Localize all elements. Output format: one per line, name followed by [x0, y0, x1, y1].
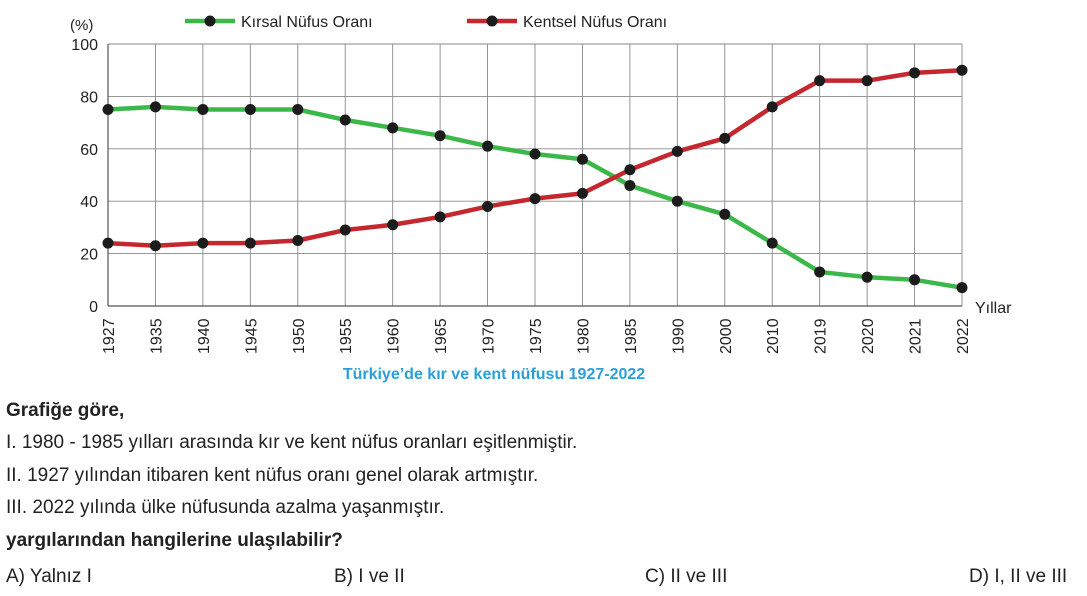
x-tick-label: 2022 [955, 318, 972, 354]
legend-label: Kentsel Nüfus Oranı [523, 14, 667, 31]
chart-title: Türkiye’de kır ve kent nüfusu 1927-2022 [342, 366, 646, 383]
data-point [909, 274, 921, 286]
option-c[interactable]: C) II ve III [645, 566, 728, 587]
data-point [244, 237, 256, 249]
data-point [671, 145, 683, 157]
x-tick-label: 1985 [623, 318, 640, 354]
question-prompt: yargılarından hangilerine ulaşılabilir? [6, 530, 343, 551]
data-point [482, 200, 494, 212]
data-point [529, 193, 541, 205]
legend-marker [204, 15, 216, 27]
data-point [576, 187, 588, 199]
data-point [956, 282, 968, 294]
data-point [149, 101, 161, 113]
data-point [671, 195, 683, 207]
data-point [339, 224, 351, 236]
line-chart: 0 20 40 60 80 100 1927 1935 1940 1945 1950 1955 1960… [70, 14, 1012, 354]
x-tick-label: 2019 [813, 318, 830, 354]
data-point [624, 164, 636, 176]
series-urban [102, 64, 968, 252]
y-tick-label: 80 [80, 89, 98, 106]
y-tick-label: 20 [80, 247, 98, 264]
series-rural [102, 101, 968, 294]
data-point [814, 75, 826, 87]
statement-1: I. 1980 - 1985 yılları arasında kır ve k… [6, 432, 578, 453]
x-tick-label: 1927 [101, 318, 118, 354]
y-tick-label: 40 [80, 194, 98, 211]
data-point [339, 114, 351, 126]
legend-label: Kırsal Nüfus Oranı [241, 14, 373, 31]
chart-axes: 0 20 40 60 80 100 1927 1935 1940 1945 1950 1955 1960… [70, 17, 1012, 354]
data-point [149, 240, 161, 252]
x-tick-label: 1970 [481, 318, 498, 354]
x-tick-label: 2021 [908, 318, 925, 354]
x-tick-label: 2010 [765, 318, 782, 354]
chart-series [102, 64, 968, 294]
statement-3: III. 2022 yılında ülke nüfusunda azalma … [6, 497, 445, 518]
chart-legend: Kırsal Nüfus Oranı Kentsel Nüfus Oranı [185, 14, 667, 31]
data-point [197, 104, 209, 115]
x-tick-label: 2000 [718, 318, 735, 354]
x-tick-label: 1935 [148, 318, 165, 354]
x-tick-label: 1965 [433, 318, 450, 354]
x-tick-label: 2020 [860, 318, 877, 354]
legend-marker [486, 15, 498, 27]
x-tick-label: 1975 [528, 318, 545, 354]
data-point [529, 148, 541, 160]
statement-2: II. 1927 yılından itibaren kent nüfus or… [6, 465, 539, 486]
data-point [814, 266, 826, 278]
y-axis-label: (%) [70, 17, 93, 34]
data-point [956, 64, 968, 76]
question-intro: Grafiğe göre, [6, 400, 125, 421]
x-tick-label: 1980 [575, 318, 592, 354]
x-tick-label: 1990 [670, 318, 687, 354]
data-point [766, 237, 778, 249]
data-point [434, 130, 446, 142]
data-point [576, 153, 588, 165]
y-tick-label: 0 [89, 299, 98, 316]
chart-grid [107, 43, 963, 307]
data-point [434, 211, 446, 223]
data-point [387, 122, 399, 134]
option-b[interactable]: B) I ve II [334, 566, 405, 587]
y-tick-label: 60 [80, 142, 98, 159]
data-point [766, 101, 778, 113]
x-axis-label: Yıllar [975, 300, 1012, 317]
x-tick-label: 1940 [196, 318, 213, 354]
data-point [292, 104, 304, 115]
x-tick-label: 1955 [338, 318, 355, 354]
y-tick-label: 100 [71, 37, 98, 54]
x-tick-label: 1960 [386, 318, 403, 354]
data-point [861, 75, 873, 87]
data-point [292, 235, 304, 246]
data-point [624, 179, 636, 191]
data-point [387, 219, 399, 231]
data-point [909, 67, 921, 79]
data-point [197, 237, 209, 249]
legend-item: Kentsel Nüfus Oranı [467, 14, 667, 31]
x-tick-label: 1950 [291, 318, 308, 354]
option-a[interactable]: A) Yalnız I [6, 566, 92, 587]
legend-item: Kırsal Nüfus Oranı [185, 14, 373, 31]
data-point [102, 237, 114, 249]
data-point [719, 132, 731, 144]
data-point [719, 208, 731, 220]
data-point [861, 271, 873, 283]
data-point [102, 104, 114, 115]
data-point [482, 140, 494, 152]
x-tick-label: 1945 [243, 318, 260, 354]
option-d[interactable]: D) I, II ve III [969, 566, 1068, 587]
data-point [244, 104, 256, 115]
